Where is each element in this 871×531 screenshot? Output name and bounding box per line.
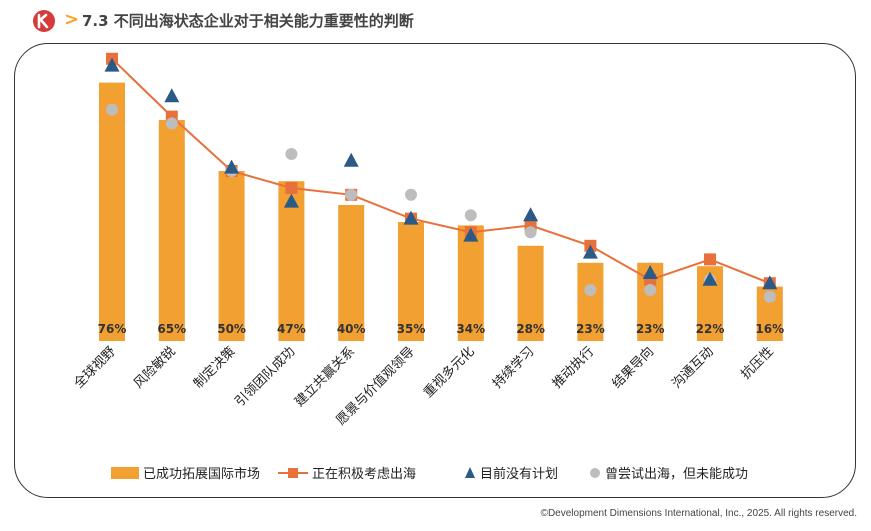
legend-triangle-swatch — [465, 467, 475, 478]
legend-label: 正在积极考虑出海 — [312, 467, 416, 482]
circle-marker — [106, 103, 118, 116]
triangle-marker — [343, 152, 359, 167]
line-layer — [111, 58, 771, 285]
bar — [158, 120, 185, 341]
legend-circle-swatch — [590, 468, 600, 478]
triangle-marker — [523, 207, 539, 222]
triangle-marker — [702, 271, 718, 286]
circle-marker — [285, 148, 298, 160]
circle-marker — [763, 290, 776, 303]
data-label: 50% — [217, 322, 246, 336]
triangle-marker — [642, 265, 658, 279]
chevron-right-icon: > — [64, 9, 80, 30]
bar — [457, 225, 484, 341]
bar — [278, 181, 305, 341]
x-tick-label: 制定决策 — [190, 344, 238, 392]
data-label: 28% — [516, 322, 545, 336]
chart-frame — [14, 43, 856, 498]
triangle-marker — [164, 88, 180, 103]
circle-marker — [405, 188, 417, 201]
x-tick-label: 持续学习 — [489, 344, 537, 392]
circle-marker — [345, 188, 358, 201]
x-tick-label: 建立共赢关系 — [292, 344, 358, 410]
data-label: 76% — [98, 322, 127, 336]
circle-marker — [644, 284, 657, 296]
triangle-marker — [104, 57, 120, 72]
page-title: 7.3 不同出海状态企业对于相关能力重要性的判断 — [82, 12, 414, 30]
bar — [99, 82, 125, 341]
bars-layer — [99, 82, 783, 341]
legend-label: 目前没有计划 — [480, 466, 558, 482]
markers-layer — [104, 52, 778, 303]
labels-layer: 76% 65% 50% 47% 40% 35% 34% 28% 23% 23% 22% 16% — [98, 322, 785, 336]
bar — [577, 262, 604, 341]
x-tick-label: 抗压性 — [738, 344, 776, 382]
triangle-marker — [582, 244, 598, 259]
x-tick-label: 重视多元化 — [420, 344, 477, 401]
circle-marker — [524, 226, 537, 239]
series-line — [111, 58, 771, 285]
data-label: 65% — [157, 322, 186, 336]
x-tick-label: 风险敏锐 — [131, 344, 178, 391]
square-marker — [285, 182, 298, 194]
data-label: 35% — [397, 322, 426, 336]
data-label: 23% — [636, 322, 665, 336]
circle-marker — [584, 284, 597, 296]
data-label: 22% — [696, 322, 725, 336]
bar — [218, 171, 245, 341]
bar — [338, 205, 365, 341]
square-marker — [704, 253, 716, 266]
triangle-marker — [762, 275, 778, 290]
data-label: 34% — [456, 322, 485, 336]
circle-marker — [165, 117, 178, 130]
bar — [398, 222, 424, 341]
x-tick-label: 结果导向 — [609, 344, 657, 392]
x-tick-label: 推动执行 — [550, 344, 597, 391]
data-label: 47% — [277, 322, 306, 336]
bar — [517, 245, 544, 341]
x-tick-label: 全球视野 — [71, 344, 119, 392]
triangle-marker — [403, 210, 419, 225]
data-label: 16% — [755, 322, 784, 336]
legend-square-swatch — [288, 468, 298, 478]
data-label: 23% — [576, 322, 605, 336]
x-tick-label: 沟通互动 — [669, 344, 716, 391]
copyright-text: ©Development Dimensions International, I… — [540, 508, 857, 519]
legend-label: 曾尝试出海，但未能成功 — [605, 467, 748, 482]
company-logo-icon — [33, 10, 55, 32]
triangle-marker — [224, 159, 240, 174]
legend: 已成功拓展国际市场 正在积极考虑出海 目前没有计划 曾尝试出海，但未能成功 — [111, 466, 748, 482]
circle-marker — [464, 209, 477, 222]
legend-label: 已成功拓展国际市场 — [143, 466, 260, 482]
triangle-marker — [283, 193, 299, 208]
x-tick-label: 引领团队成功 — [232, 344, 298, 410]
data-label: 40% — [337, 322, 366, 336]
triangle-marker — [463, 227, 479, 242]
legend-bar-swatch — [111, 467, 139, 479]
